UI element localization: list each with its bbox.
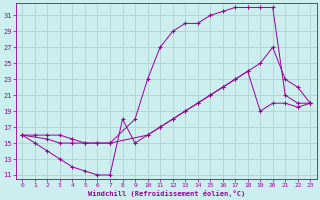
X-axis label: Windchill (Refroidissement éolien,°C): Windchill (Refroidissement éolien,°C) [88,190,245,197]
